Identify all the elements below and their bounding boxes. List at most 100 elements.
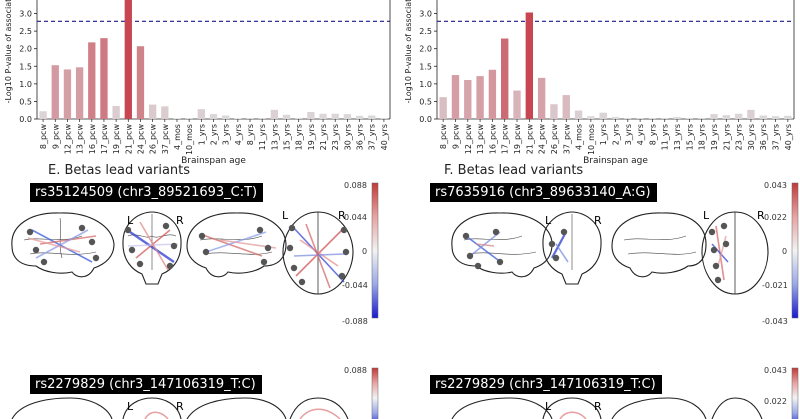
connection-edge [299, 239, 339, 267]
x-tick-label: 4_mos [575, 124, 584, 150]
bar [550, 104, 558, 119]
bar [476, 76, 484, 119]
x-tick-label: 12_pcw [63, 124, 72, 155]
brain-f-sagittal-left [451, 212, 553, 278]
bar [599, 112, 607, 119]
node [40, 258, 48, 266]
node [92, 254, 100, 262]
y-tick-label: 0.0 [19, 115, 32, 124]
bar [282, 114, 291, 119]
bar [197, 109, 205, 119]
bar [488, 69, 497, 119]
colorbar-e [371, 182, 379, 319]
node [170, 242, 178, 250]
connection-edge [305, 223, 331, 289]
brain-e-sagittal-left [11, 212, 115, 278]
y-tick-label: 0.0 [419, 115, 432, 124]
bar [173, 118, 181, 119]
brain-f-sagittal-right [611, 212, 707, 278]
connection-edge [465, 235, 499, 261]
x-tick-label: 8_pcw [39, 124, 48, 150]
connection-edge [717, 235, 727, 267]
bar [124, 0, 132, 120]
brain-e-label-R: R [176, 214, 184, 227]
node [720, 222, 728, 230]
x-tick-label: 37_yrs [772, 124, 781, 150]
x-axis-label: Brainspan age [583, 156, 648, 166]
x-tick-label: 23_yrs [331, 124, 340, 150]
node [298, 278, 306, 286]
x-tick-label: 19_pcw [513, 124, 522, 155]
cbar-e-lower: -0.044 [342, 281, 368, 290]
node [466, 252, 474, 260]
node [124, 226, 132, 234]
x-tick-label: 19_pcw [112, 124, 121, 155]
x-tick-label: 17_pcw [100, 124, 109, 155]
node [338, 272, 346, 280]
bar [537, 77, 546, 119]
x-tick-label: 23_yrs [735, 124, 744, 150]
bar [611, 116, 620, 119]
node [202, 248, 210, 256]
connection-edge [293, 253, 345, 257]
node [548, 240, 556, 248]
bar [464, 79, 472, 119]
brain-e-sagittal-right [186, 212, 287, 278]
cbar-e2-max: 0.088 [344, 366, 367, 375]
x-tick-label: 37_pcw [562, 124, 571, 155]
connections-e [26, 221, 350, 289]
node [708, 228, 716, 236]
bar [734, 113, 743, 119]
brain-f-axial-L: L [703, 209, 710, 222]
bar [63, 69, 72, 119]
x-tick-label: 4_yrs [636, 124, 645, 145]
node [264, 244, 272, 252]
x-tick-label: 4_yrs [234, 124, 243, 145]
brain-f-axial-R: R [757, 209, 765, 222]
bar [525, 12, 534, 120]
bar-chart-left: 0.0 0.5 1.0 1.5 2.0 2.5 3.0 8_pcw 9_pcw 12_pcw 13_… [4, 0, 391, 166]
connection-edge [129, 231, 175, 263]
cbar-e-upper: 0.044 [344, 213, 367, 222]
y-axis-label: -Log10 P-value of association [404, 0, 413, 103]
node [290, 264, 298, 272]
node [474, 262, 482, 270]
node [136, 260, 144, 268]
colorbar-f2 [791, 367, 799, 419]
connection-edge [27, 237, 81, 253]
node [162, 222, 170, 230]
y-tick-label: 3.0 [419, 10, 432, 19]
connection-edge [469, 231, 501, 257]
bar [331, 113, 339, 119]
node [712, 262, 720, 270]
x-tick-label: 16_pcw [88, 124, 97, 155]
brain-f-coronal: L R [542, 211, 602, 285]
y-tick-label: 1.0 [419, 80, 432, 89]
x-tick-label: 8_yrs [648, 124, 657, 145]
x-tick-label: 21_yrs [319, 124, 328, 150]
y-tick-label: 1.5 [19, 62, 32, 71]
variant-label-f2: rs2279829 (chr3_147106319_T:C) [430, 375, 662, 394]
node [714, 276, 722, 284]
bar [343, 114, 352, 119]
brain-e2-label-L: L [127, 400, 134, 413]
bar [209, 114, 218, 119]
x-tick-label: 11_yrs [258, 124, 267, 150]
x-tick-label: 36_yrs [356, 124, 365, 150]
y-tick-label: 3.0 [19, 10, 32, 19]
connection-edge [475, 243, 495, 247]
connection-edge [35, 229, 89, 259]
x-tick-label: 3_yrs [222, 124, 231, 145]
bar [771, 116, 780, 119]
bar [513, 90, 521, 119]
panel-f-title: F. Betas lead variants [444, 163, 584, 178]
brain-e-label-L: L [127, 214, 134, 227]
x-tick-label: 13_pcw [76, 124, 85, 155]
x-tick-label: 24_pcw [538, 124, 547, 155]
node [256, 226, 264, 234]
y-tick-label: 0.5 [19, 97, 32, 106]
brain-f2-label-R: R [594, 400, 602, 413]
cbar-f-lower: -0.021 [762, 281, 788, 290]
cbar-e-min: -0.088 [342, 317, 368, 326]
